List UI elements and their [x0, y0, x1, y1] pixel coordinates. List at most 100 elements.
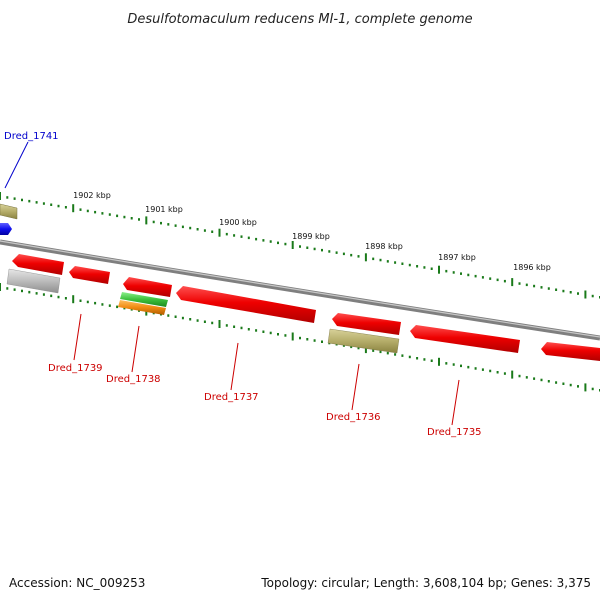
label-dred-1738[interactable]: Dred_1738	[106, 374, 161, 385]
minor-tick	[489, 277, 492, 280]
label-dred-1737[interactable]: Dred_1737	[204, 392, 259, 403]
label-dred-1735[interactable]: Dred_1735	[427, 427, 482, 438]
minor-tick	[86, 209, 89, 213]
label-dred-1739[interactable]: Dred_1739	[48, 363, 103, 374]
minor-tick	[547, 287, 550, 290]
scale-label-1896: 1896 kbp	[513, 263, 551, 272]
minor-tick	[299, 336, 301, 340]
minor-tick	[306, 246, 309, 249]
gene-dred-1736-olive[interactable]	[327, 328, 400, 354]
gene-red-outer-2[interactable]	[69, 266, 110, 284]
minor-tick	[50, 294, 53, 298]
minor-tick	[247, 328, 250, 331]
minor-tick	[211, 321, 214, 325]
minor-tick	[203, 320, 206, 323]
minor-tick	[555, 288, 558, 291]
minor-tick	[372, 257, 375, 261]
minor-tick	[277, 241, 279, 245]
minor-tick	[386, 260, 389, 263]
minor-tick	[379, 350, 382, 354]
label-dred-1741[interactable]: Dred_1741	[4, 131, 59, 142]
minor-tick	[489, 369, 492, 373]
minor-tick	[28, 290, 31, 294]
major-tick	[584, 383, 587, 392]
major-tick	[72, 204, 75, 213]
major-tick	[291, 332, 294, 341]
minor-tick	[174, 315, 177, 318]
major-tick	[438, 265, 440, 274]
minor-tick	[86, 300, 89, 304]
gene-red-outer-4[interactable]	[176, 286, 316, 323]
minor-tick	[540, 378, 543, 382]
minor-tick	[540, 286, 543, 289]
minor-tick	[335, 251, 338, 254]
genome-backbone-highlight	[0, 240, 600, 338]
major-tick	[145, 216, 148, 225]
minor-tick	[430, 359, 433, 362]
gene-red-outer-5[interactable]	[332, 313, 401, 335]
accession-text: Accession: NC_009253	[9, 576, 145, 590]
major-tick	[291, 241, 294, 249]
minor-tick	[401, 262, 404, 265]
gene-dred-1741-blue[interactable]	[0, 223, 12, 235]
minor-tick	[460, 272, 462, 275]
minor-tick	[313, 339, 316, 342]
minor-tick	[262, 239, 265, 242]
minor-tick	[116, 214, 119, 218]
minor-tick	[460, 364, 462, 368]
gene-dred-1739-gray[interactable]	[6, 268, 61, 294]
minor-tick	[357, 255, 360, 258]
major-tick	[72, 295, 75, 304]
gene-red-outer-3[interactable]	[123, 277, 172, 297]
minor-tick	[394, 353, 397, 356]
minor-tick	[13, 288, 16, 291]
gene-red-outer-7[interactable]	[541, 342, 600, 361]
major-tick	[218, 228, 221, 237]
minor-tick	[321, 248, 323, 252]
minor-tick	[64, 206, 67, 209]
leader-dred-1735	[451, 379, 460, 426]
gene-dred-1738-green[interactable]	[120, 292, 168, 307]
minor-tick	[533, 377, 536, 380]
minor-tick	[569, 383, 572, 387]
minor-tick	[467, 365, 470, 369]
leader-dred-1739	[73, 313, 82, 361]
genome-backbone	[0, 239, 600, 341]
minor-tick	[116, 305, 119, 309]
minor-tick	[13, 197, 16, 200]
major-tick	[511, 370, 514, 379]
minor-tick	[181, 225, 184, 229]
minor-tick	[269, 331, 272, 335]
minor-tick	[394, 261, 397, 264]
minor-tick	[562, 289, 565, 293]
minor-tick	[138, 218, 140, 221]
minor-tick	[108, 304, 111, 307]
minor-tick	[181, 316, 184, 320]
gene-dred-1738-orange[interactable]	[118, 300, 166, 315]
minor-tick	[247, 236, 250, 240]
minor-tick	[496, 278, 499, 282]
gene-dred-1741-olive[interactable]	[0, 203, 18, 220]
minor-tick	[108, 213, 111, 216]
minor-tick	[64, 297, 67, 300]
minor-tick	[525, 376, 528, 379]
label-dred-1736[interactable]: Dred_1736	[326, 412, 381, 423]
minor-tick	[284, 334, 287, 337]
minor-tick	[174, 224, 177, 227]
minor-tick	[408, 355, 411, 359]
minor-tick	[211, 230, 214, 233]
minor-tick	[569, 291, 572, 294]
minor-tick	[94, 210, 97, 214]
minor-tick	[57, 204, 60, 208]
leader-dred-1736	[351, 363, 360, 411]
minor-tick	[401, 354, 404, 357]
minor-tick	[357, 346, 360, 350]
gene-red-outer-6[interactable]	[410, 325, 520, 353]
minor-tick	[50, 203, 53, 206]
minor-tick	[203, 229, 206, 232]
minor-tick	[42, 293, 45, 296]
minor-tick	[496, 371, 499, 374]
major-tick	[0, 192, 1, 200]
gene-red-outer-1[interactable]	[12, 254, 64, 275]
